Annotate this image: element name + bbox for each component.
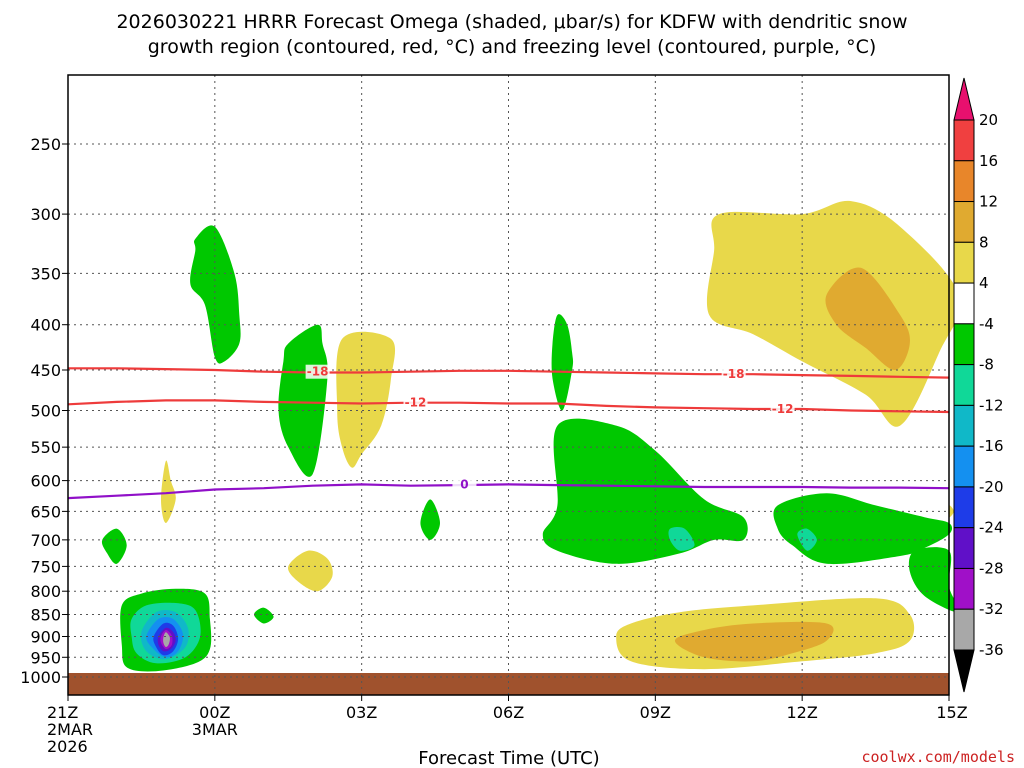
x-tick-label-15Z-1: 15Z xyxy=(936,703,967,722)
omega-region-14 xyxy=(161,460,176,523)
y-tick-label-450: 450 xyxy=(30,361,61,380)
contour-label-bg--18-2 xyxy=(721,367,746,382)
contour-line--18 xyxy=(68,367,950,379)
colorbar-swatch-10 xyxy=(953,486,975,529)
colorbar-top-arrow xyxy=(953,77,975,121)
chart-title-line-1: 2026030221 HRRR Forecast Omega (shaded, … xyxy=(116,11,907,33)
y-tick-label-700: 700 xyxy=(30,531,61,550)
contour-line--12 xyxy=(67,399,950,414)
x-tick-label-21Z-1: 21Z xyxy=(47,703,78,722)
colorbar-swatch-1 xyxy=(953,119,975,162)
x-tick-label-21Z-2: 2MAR xyxy=(47,720,93,739)
y-tick-label-600: 600 xyxy=(30,472,61,491)
colorbar-label-12: 12 xyxy=(979,193,998,211)
colorbar-swatch-2 xyxy=(953,160,975,203)
colorbar-label-8: 8 xyxy=(979,233,989,251)
y-tick-label-1000: 1000 xyxy=(20,668,61,687)
x-axis-title: Forecast Time (UTC) xyxy=(418,748,599,768)
omega-region-27 xyxy=(948,505,954,518)
y-tick-label-950: 950 xyxy=(30,648,61,667)
x-tick-label-00Z-2: 3MAR xyxy=(192,720,238,739)
colorbar-swatch-8 xyxy=(953,404,975,447)
colorbar-swatch-11 xyxy=(953,527,975,569)
chart-title-line-2: growth region (contoured, red, °C) and f… xyxy=(148,36,877,58)
omega-region-15 xyxy=(288,550,333,592)
colorbar-label--8: -8 xyxy=(979,356,994,374)
colorbar-label--28: -28 xyxy=(979,559,1004,577)
omega-region-2 xyxy=(825,267,910,371)
colorbar-swatch-13 xyxy=(953,608,975,651)
x-tick-label-06Z-1: 06Z xyxy=(493,703,524,722)
y-tick-label-400: 400 xyxy=(30,316,61,335)
omega-region-9 xyxy=(674,621,834,662)
contour-label-0-1: 0 xyxy=(460,477,468,491)
colorbar-bottom-arrow xyxy=(953,649,975,693)
omega-region-7 xyxy=(908,547,960,613)
x-tick-label-21Z-3: 2026 xyxy=(47,737,88,756)
contour-label--12-1: -12 xyxy=(405,396,427,410)
contour-label--18-2: -18 xyxy=(723,367,745,381)
contour-label-bg--12-2 xyxy=(770,401,795,416)
y-tick-label-350: 350 xyxy=(30,264,61,283)
x-tick-label-00Z-1: 00Z xyxy=(199,703,230,722)
y-tick-label-550: 550 xyxy=(30,438,61,457)
x-tick-label-03Z-1: 03Z xyxy=(346,703,377,722)
omega-region-10 xyxy=(190,225,241,364)
contour-line-0 xyxy=(67,483,950,500)
omega-region-18 xyxy=(254,607,274,624)
colorbar-label--32: -32 xyxy=(979,600,1004,618)
x-tick-label-09Z-1: 09Z xyxy=(640,703,671,722)
colorbar-swatch-5 xyxy=(953,282,975,325)
y-tick-label-850: 850 xyxy=(30,606,61,625)
omega-shaded-regions xyxy=(68,200,961,695)
y-tick-label-250: 250 xyxy=(30,135,61,154)
y-tick-label-300: 300 xyxy=(30,205,61,224)
y-tick-label-650: 650 xyxy=(30,502,61,521)
site-credit: coolwx.com/models xyxy=(861,748,1015,766)
colorbar-label--4: -4 xyxy=(979,315,994,333)
contour-label-bg--18-1 xyxy=(305,364,330,379)
contour-label--18-1: -18 xyxy=(307,365,329,379)
colorbar-label-4: 4 xyxy=(979,274,989,292)
colorbar-label-20: 20 xyxy=(979,111,998,129)
y-tick-label-500: 500 xyxy=(30,402,61,421)
omega-region-16 xyxy=(101,528,127,564)
omega-region-3 xyxy=(542,418,748,564)
colorbar-label-16: 16 xyxy=(979,152,998,170)
colorbar-swatch-3 xyxy=(953,201,975,243)
colorbar-swatch-6 xyxy=(953,323,975,366)
x-tick-label-12Z-1: 12Z xyxy=(787,703,818,722)
colorbar-label--36: -36 xyxy=(979,641,1004,659)
colorbar-label--16: -16 xyxy=(979,437,1004,455)
colorbar-swatch-9 xyxy=(953,445,975,488)
y-tick-label-800: 800 xyxy=(30,582,61,601)
omega-colorbar: 20 16 12 8 4 -4 -8 -12 -16 -20 -24 -28 -32 -36 xyxy=(953,77,1004,693)
omega-region-4 xyxy=(668,526,695,551)
y-tick-label-750: 750 xyxy=(30,557,61,576)
terrain-surface xyxy=(68,673,949,695)
omega-region-13 xyxy=(336,331,396,468)
y-axis-tick-labels: 250 300 350 400 450 500 550 600 650 700 750 800 850 9… xyxy=(20,135,68,687)
omega-region-26 xyxy=(163,632,170,648)
plot-gridlines xyxy=(68,75,949,695)
colorbar-swatch-4 xyxy=(953,241,975,284)
omega-region-11 xyxy=(278,324,328,477)
colorbar-label--20: -20 xyxy=(979,478,1004,496)
colorbar-swatch-12 xyxy=(953,567,975,610)
y-tick-label-900: 900 xyxy=(30,627,61,646)
colorbar-label--24: -24 xyxy=(979,519,1004,537)
omega-region-17 xyxy=(420,499,440,540)
contour-label-bg-0-1 xyxy=(452,477,477,492)
colorbar-label--12: -12 xyxy=(979,396,1004,414)
colorbar-swatch-7 xyxy=(953,364,975,406)
temperature-contours: -18 -18 -12 -12 0 xyxy=(67,364,950,500)
contour-label-bg--12-1 xyxy=(403,395,428,410)
contour-label--12-2: -12 xyxy=(772,402,794,416)
omega-region-12 xyxy=(551,314,574,411)
